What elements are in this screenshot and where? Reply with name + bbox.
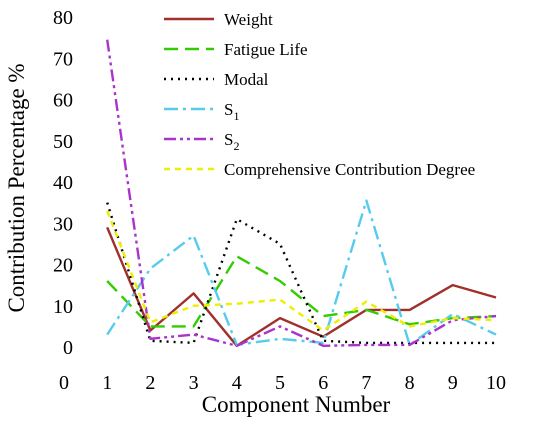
- y-tick-label: 30: [53, 213, 73, 235]
- x-axis-title: Component Number: [202, 392, 391, 417]
- x-tick-label: 10: [486, 372, 506, 394]
- x-tick-label: 9: [448, 372, 458, 394]
- legend-label: Weight: [224, 10, 273, 29]
- x-tick-label: 1: [102, 372, 112, 394]
- series-line-6: [106, 210, 497, 332]
- legend: Weight Fatigue Life Modal S1 S2 Comprehensive…: [164, 10, 475, 179]
- series-line-5: [106, 39, 497, 347]
- x-tick-label: 5: [275, 372, 285, 394]
- y-tick-label: 0: [63, 337, 73, 359]
- y-axis: 0 10 20 30 40 50 60 70 80: [53, 7, 73, 359]
- x-tick-label: 3: [189, 372, 199, 394]
- x-tick-label: 0: [59, 372, 69, 394]
- x-tick-label: 6: [318, 372, 328, 394]
- x-tick-label: 2: [145, 372, 155, 394]
- series-line-4: [106, 199, 497, 347]
- legend-label: Comprehensive Contribution Degree: [224, 160, 475, 179]
- y-axis-title: Contribution Percentage %: [4, 63, 29, 312]
- y-tick-label: 80: [53, 7, 73, 29]
- y-tick-label: 10: [53, 296, 73, 318]
- series-line-3: [106, 202, 496, 345]
- y-tick-label: 70: [53, 48, 73, 70]
- y-tick-label: 50: [53, 131, 73, 153]
- y-tick-label: 20: [53, 255, 73, 277]
- legend-label: Fatigue Life: [224, 40, 308, 59]
- legend-label: Modal: [224, 70, 269, 89]
- x-axis: 0 1 2 3 4 5 6 7 8 9 10: [59, 372, 506, 394]
- legend-label: S2: [224, 130, 239, 153]
- x-tick-label: 4: [232, 372, 242, 394]
- plot-area: [106, 39, 497, 347]
- series-line-1: [106, 226, 497, 347]
- legend-label: S1: [224, 100, 239, 123]
- y-tick-label: 60: [53, 90, 73, 112]
- y-tick-label: 40: [53, 172, 73, 194]
- x-tick-label: 7: [361, 372, 371, 394]
- x-tick-label: 8: [405, 372, 415, 394]
